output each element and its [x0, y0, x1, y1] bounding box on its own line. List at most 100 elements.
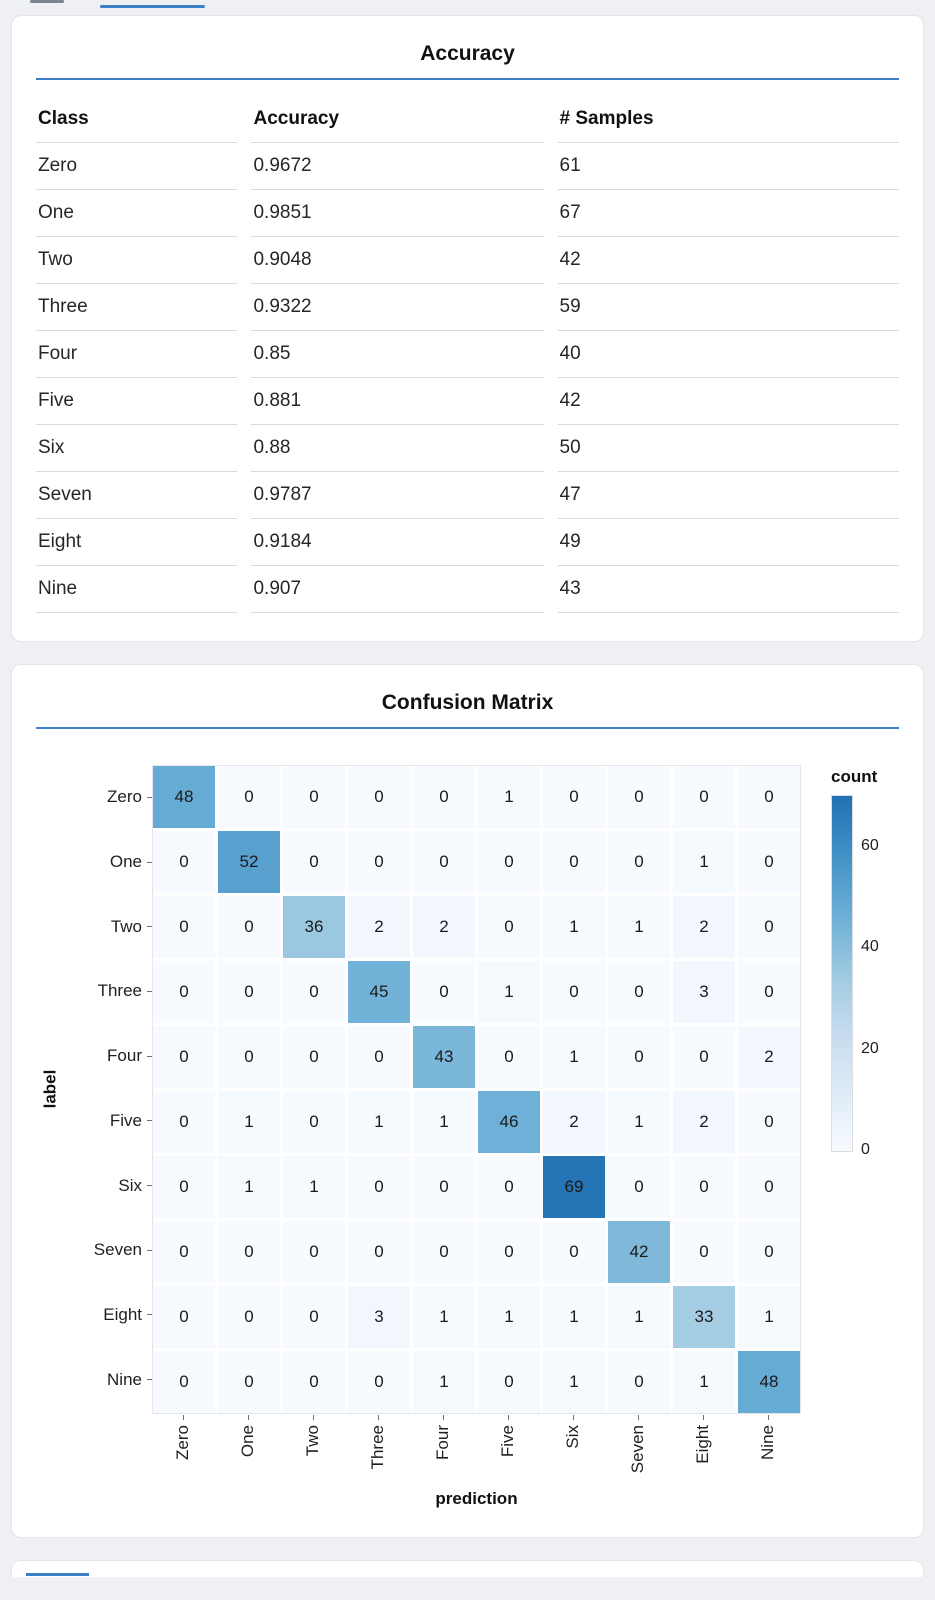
- table-cell: 0.85: [251, 331, 544, 378]
- tick-mark: [147, 796, 152, 798]
- partial-blue-line: [26, 1573, 89, 1577]
- heatmap-cell: 0: [608, 1156, 670, 1218]
- table-row: Four 0.85 40: [36, 331, 899, 378]
- table-cell: 0.9787: [251, 472, 544, 519]
- tab-indicator[interactable]: [30, 0, 64, 3]
- heatmap-cell: 0: [478, 831, 540, 893]
- heatmap-cell: 0: [413, 961, 475, 1023]
- legend-tick-label: 20: [861, 1039, 879, 1057]
- table-cell: 0.9672: [251, 143, 544, 190]
- y-axis-label-text: Seven: [93, 1240, 142, 1260]
- heatmap-cell: 0: [348, 1026, 410, 1088]
- table-cell: One: [36, 190, 238, 237]
- heatmap-cell: 0: [608, 961, 670, 1023]
- table-cell: 43: [557, 566, 899, 613]
- tick-mark: [442, 1415, 444, 1420]
- heatmap-cell: 1: [543, 896, 605, 958]
- heatmap-cell: 0: [543, 831, 605, 893]
- heatmap-cell: 1: [608, 1286, 670, 1348]
- table-cell: 67: [557, 190, 899, 237]
- heatmap-cell: 0: [218, 961, 280, 1023]
- plot-column: 48 0 0 0 0 1 0 0 0 0 0 52 0 0 0 0 0 0 1 0 0 0 36 2 2 0 1 1 2 0 0 0 0 45 0 1…: [152, 765, 801, 1509]
- y-axis-label: Nine: [64, 1347, 152, 1412]
- y-axis-title-text: label: [40, 1069, 59, 1108]
- table-cell: Two: [36, 237, 238, 284]
- x-axis-label: Six: [542, 1415, 604, 1473]
- table-cell: Three: [36, 284, 238, 331]
- x-axis-label: Eight: [672, 1415, 734, 1473]
- heatmap-cell: 0: [478, 896, 540, 958]
- x-axis-label: Two: [282, 1415, 344, 1473]
- heatmap-cell: 0: [673, 1026, 735, 1088]
- table-row: Eight 0.9184 49: [36, 519, 899, 566]
- accuracy-card-title: Accuracy: [420, 42, 515, 65]
- heatmap-cell: 0: [153, 961, 215, 1023]
- column-header: Accuracy: [251, 96, 544, 143]
- next-card-stub: [11, 1560, 924, 1578]
- heatmap-cell: 2: [673, 896, 735, 958]
- heatmap-cell: 1: [478, 1286, 540, 1348]
- heatmap-cell: 2: [348, 896, 410, 958]
- table-cell: 42: [557, 237, 899, 284]
- x-axis-label-text: Nine: [758, 1425, 777, 1460]
- heatmap-cell: 1: [413, 1286, 475, 1348]
- tick-mark: [182, 1415, 184, 1420]
- heatmap-cell: 1: [608, 1091, 670, 1153]
- heatmap-cell: 0: [283, 831, 345, 893]
- heatmap-cell: 3: [673, 961, 735, 1023]
- heatmap-cell: 0: [283, 1221, 345, 1283]
- heatmap-cell: 0: [543, 1221, 605, 1283]
- table-cell: 0.881: [251, 378, 544, 425]
- heatmap-cell: 1: [543, 1351, 605, 1413]
- heatmap-cell: 43: [413, 1026, 475, 1088]
- active-tab-underline[interactable]: [100, 5, 205, 8]
- heatmap-cell: 1: [608, 896, 670, 958]
- y-axis-label-text: Zero: [107, 787, 142, 807]
- x-axis-label-text: Four: [433, 1425, 452, 1460]
- table-cell: 0.88: [251, 425, 544, 472]
- heatmap-cell: 1: [478, 766, 540, 828]
- legend-tick-label: 40: [861, 938, 879, 956]
- heatmap-cell: 1: [738, 1286, 800, 1348]
- heatmap-cell: 33: [673, 1286, 735, 1348]
- legend-tick-label: 60: [861, 836, 879, 854]
- tick-mark: [147, 926, 152, 928]
- legend-title: count: [831, 767, 878, 786]
- tick-mark: [147, 861, 152, 863]
- heatmap-cell: 0: [673, 766, 735, 828]
- y-axis-label-text: Four: [107, 1046, 142, 1066]
- x-axis-label: Seven: [607, 1415, 669, 1473]
- heatmap-cell: 1: [673, 831, 735, 893]
- heatmap-cell: 0: [478, 1156, 540, 1218]
- heatmap-cell: 0: [283, 1091, 345, 1153]
- x-axis-label: Zero: [152, 1415, 214, 1473]
- heatmap-cell: 0: [348, 1351, 410, 1413]
- tab-bar: [0, 0, 935, 10]
- y-axis-label: Eight: [64, 1283, 152, 1348]
- heatmap-cell: 1: [413, 1091, 475, 1153]
- y-axis-label-text: Nine: [107, 1369, 142, 1389]
- legend: count 0 20 40 60: [831, 765, 897, 1158]
- heatmap-cell: 0: [283, 1286, 345, 1348]
- y-axis-label: Six: [64, 1153, 152, 1218]
- heatmap-cell: 0: [218, 1286, 280, 1348]
- confusion-card-title: Confusion Matrix: [381, 691, 554, 714]
- x-axis-label-text: Six: [563, 1425, 582, 1449]
- heatmap-cell: 0: [478, 1351, 540, 1413]
- table-row: Five 0.881 42: [36, 378, 899, 425]
- legend-tick-label: 0: [861, 1141, 870, 1158]
- heatmap-cell: 2: [738, 1026, 800, 1088]
- table-cell: 0.9048: [251, 237, 544, 284]
- tick-mark: [702, 1415, 704, 1420]
- y-axis-label-text: Two: [110, 916, 142, 936]
- table-cell: 0.9322: [251, 284, 544, 331]
- column-header: # Samples: [557, 96, 899, 143]
- heatmap-cell: 0: [413, 1156, 475, 1218]
- heatmap-cell: 48: [153, 766, 215, 828]
- tick-mark: [147, 1249, 152, 1251]
- tick-mark: [572, 1415, 574, 1420]
- table-cell: 42: [557, 378, 899, 425]
- tick-mark: [147, 990, 152, 992]
- table-cell: 49: [557, 519, 899, 566]
